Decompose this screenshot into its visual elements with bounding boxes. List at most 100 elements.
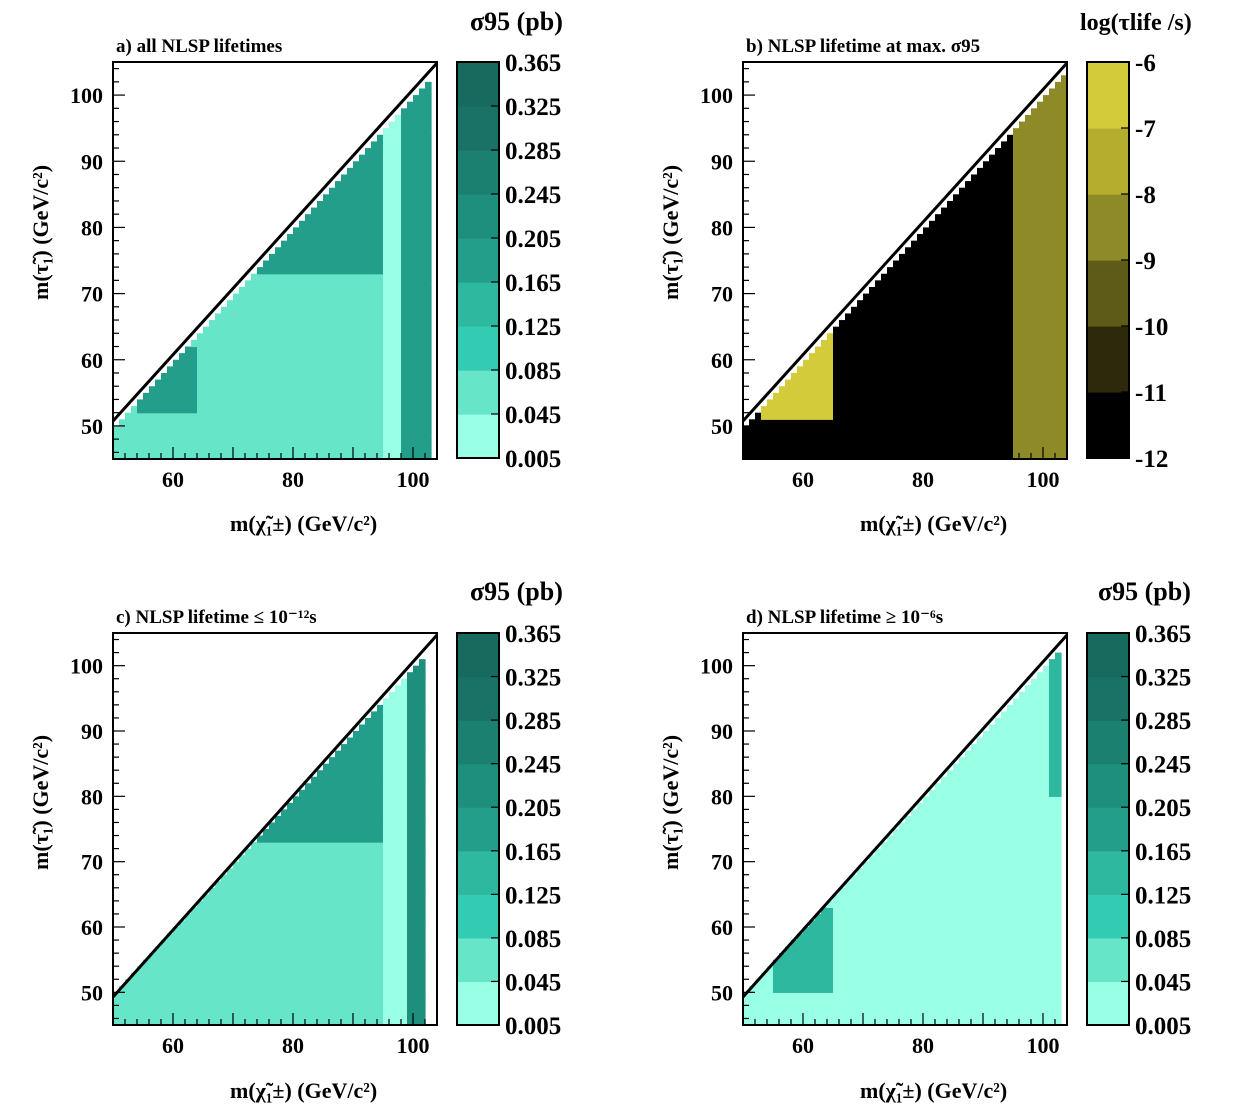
heatmap-cell — [947, 220, 954, 229]
heatmap-cell — [317, 386, 324, 394]
heatmap-cell — [221, 452, 228, 460]
heatmap-cell — [299, 933, 306, 941]
heatmap-cell — [1031, 260, 1038, 268]
heatmap-cell — [341, 286, 348, 295]
heatmap-cell — [299, 907, 306, 915]
heatmap-cell — [953, 419, 960, 427]
heatmap-cell — [341, 829, 348, 837]
heatmap-cell — [419, 101, 426, 109]
heatmap-cell — [287, 842, 294, 850]
heatmap-cell — [389, 998, 396, 1006]
heatmap-cell — [407, 452, 414, 460]
heatmap-cell — [395, 154, 402, 162]
heatmap-cell — [389, 412, 396, 420]
heatmap-cell — [1055, 366, 1062, 374]
heatmap-cell — [203, 439, 210, 447]
heatmap-cell — [323, 200, 330, 209]
heatmap-cell — [269, 940, 276, 948]
heatmap-cell — [899, 300, 906, 308]
heatmap-cell — [245, 320, 252, 328]
heatmap-cell — [935, 260, 942, 268]
heatmap-cell — [887, 320, 894, 328]
heatmap-cell — [893, 392, 900, 401]
heatmap-cell — [371, 953, 378, 961]
heatmap-cell — [1061, 154, 1068, 162]
colorbar-band — [1087, 260, 1129, 327]
heatmap-cell — [395, 737, 402, 745]
heatmap-cell — [851, 306, 858, 315]
heatmap-cell — [365, 333, 372, 341]
heatmap-cell — [299, 353, 306, 361]
heatmap-cell — [881, 366, 888, 374]
heatmap-cell — [401, 134, 408, 142]
heatmap-cell — [1043, 240, 1050, 248]
heatmap-cell — [827, 445, 834, 453]
heatmap-cell — [293, 985, 300, 993]
heatmap-cell — [329, 293, 336, 301]
heatmap-cell — [203, 379, 210, 387]
colorbar-tick-label: -10 — [1135, 314, 1168, 341]
heatmap-cell — [947, 425, 954, 434]
heatmap-cell — [1013, 161, 1020, 169]
heatmap-cell — [335, 339, 342, 348]
heatmap-cell — [353, 227, 360, 235]
heatmap-cell — [401, 972, 408, 980]
heatmap-cell — [329, 887, 336, 895]
heatmap-cell — [197, 966, 204, 974]
heatmap-cell — [335, 750, 342, 758]
heatmap-cell — [389, 207, 396, 215]
heatmap-cell — [953, 439, 960, 447]
heatmap-cell — [329, 286, 336, 295]
heatmap-cell — [365, 300, 372, 308]
heatmap-cell — [1061, 247, 1068, 255]
heatmap-cell — [227, 959, 234, 967]
heatmap-cell — [1061, 432, 1068, 440]
heatmap-cell — [329, 1005, 336, 1013]
heatmap-cell — [317, 432, 324, 440]
heatmap-cell — [215, 887, 222, 895]
heatmap-cell — [191, 933, 198, 941]
heatmap-cell — [359, 439, 366, 447]
heatmap-cell — [1001, 207, 1008, 215]
heatmap-cell — [917, 353, 924, 361]
heatmap-cell — [167, 946, 174, 954]
heatmap-cell — [239, 293, 246, 301]
heatmap-cell — [209, 386, 216, 394]
heatmap-cell — [179, 992, 186, 1000]
heatmap-cell — [935, 439, 942, 447]
heatmap-cell — [323, 240, 330, 248]
heatmap-cell — [185, 979, 192, 987]
heatmap-cell — [305, 913, 312, 922]
heatmap-cell — [1037, 141, 1044, 149]
heatmap-cell — [761, 445, 768, 453]
heatmap-cell — [353, 737, 360, 745]
heatmap-cell — [227, 306, 234, 315]
heatmap-cell — [281, 1011, 288, 1020]
heatmap-cell — [233, 353, 240, 361]
heatmap-cell — [161, 386, 168, 394]
heatmap-cell — [401, 848, 408, 856]
heatmap-cell — [821, 419, 828, 427]
heatmap-cell — [395, 835, 402, 843]
heatmap-cell — [1037, 108, 1044, 116]
heatmap-cell — [317, 907, 324, 915]
heatmap-cell — [329, 900, 336, 908]
heatmap-cell — [149, 992, 156, 1000]
heatmap-cell — [389, 750, 396, 758]
heatmap-cell — [401, 154, 408, 162]
heatmap-cell — [905, 419, 912, 427]
heatmap-cell — [749, 439, 756, 447]
heatmap-cell — [791, 439, 798, 447]
heatmap-cell — [251, 346, 258, 354]
heatmap-cell — [941, 445, 948, 453]
heatmap-cell — [365, 966, 372, 974]
heatmap-cell — [359, 848, 366, 856]
heatmap-cell — [323, 432, 330, 440]
heatmap-cell — [119, 1018, 126, 1026]
heatmap-cell — [395, 953, 402, 961]
heatmap-cell — [251, 439, 258, 447]
heatmap-cell — [1043, 253, 1050, 262]
heatmap-cell — [197, 953, 204, 961]
heatmap-cell — [1025, 187, 1032, 195]
heatmap-cell — [209, 406, 216, 414]
